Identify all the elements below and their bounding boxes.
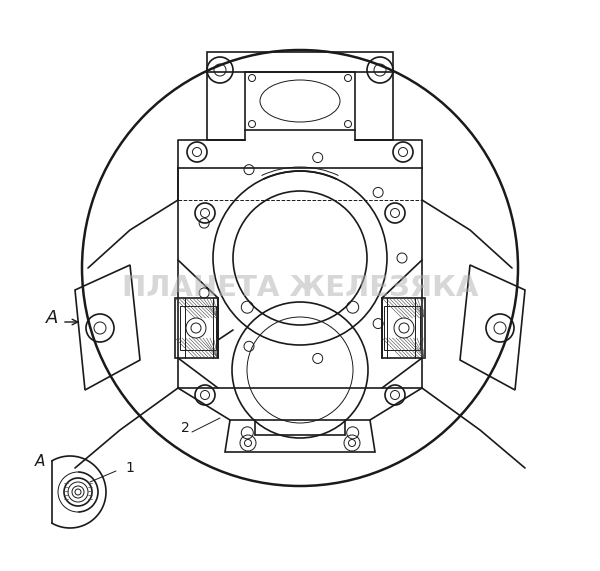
Text: ПЛАНЕТА ЖЕЛЕЗЯКА: ПЛАНЕТА ЖЕЛЕЗЯКА [122,274,478,302]
Text: А: А [35,455,45,469]
Text: 2: 2 [181,421,190,435]
Text: 1: 1 [125,461,134,475]
Text: А: А [46,309,58,327]
